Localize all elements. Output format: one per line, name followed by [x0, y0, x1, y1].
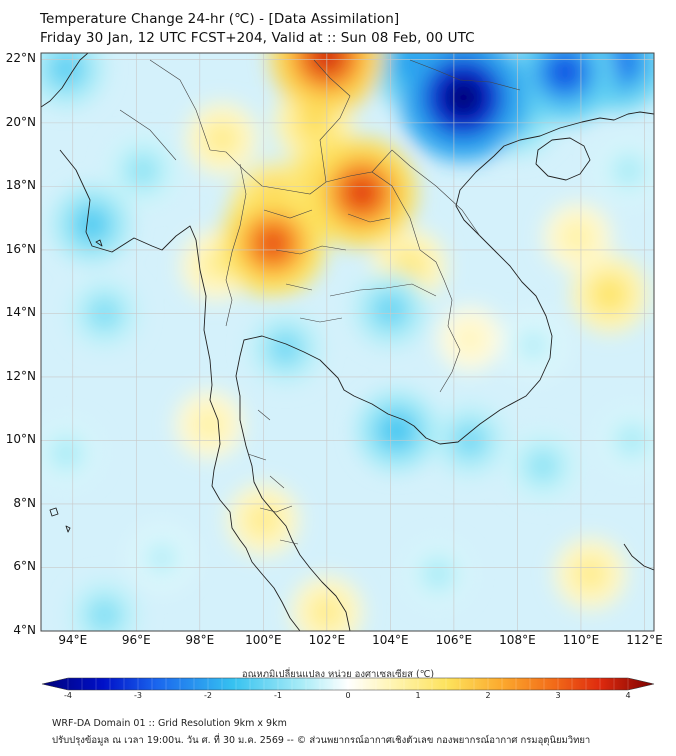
lon-tick-label: 96°E: [121, 633, 151, 647]
coast-islands: [49, 239, 103, 533]
lon-tick-label: 108°E: [499, 633, 536, 647]
colorbar-tick-label: 1: [415, 691, 421, 700]
anomaly-blob: [522, 334, 544, 356]
colorbar: [41, 677, 655, 691]
anomaly-blob: [53, 56, 79, 82]
anomaly-blob: [427, 563, 449, 585]
border-laos-north: [313, 59, 351, 183]
anomaly-blob: [578, 562, 603, 586]
border-thailand-malaysia: [259, 505, 293, 513]
border-thailand-laos-cambodia: [209, 149, 461, 393]
footer-credit: ปรับปรุงข้อมูล ณ เวลา 19:00น. วัน ศ. ที่…: [52, 735, 591, 746]
anomaly-blob: [566, 226, 589, 249]
anomaly-blob: [79, 211, 105, 238]
lat-tick-label: 14°N: [5, 305, 36, 320]
lon-tick-label: 100°E: [245, 633, 282, 647]
anomaly-blob: [531, 454, 555, 478]
anomaly-blob: [273, 336, 298, 361]
lat-tick-label: 20°N: [5, 114, 36, 129]
colorbar-label: อุณหภูมิเปลี่ยนแปลง หน่วย องศาเซลเซียส (…: [241, 669, 435, 680]
anomaly-blob: [397, 253, 422, 278]
lon-tick-label: 112°E: [626, 633, 663, 647]
border-provinces: [247, 209, 391, 545]
gridlines: [41, 53, 654, 631]
colorbar-tick-marks: [67, 678, 629, 690]
coast-hainan: [535, 137, 591, 181]
border-china-vietnam: [409, 59, 521, 91]
anomaly-blob: [204, 254, 227, 278]
colorbar-tick-label: 2: [485, 691, 491, 700]
lon-tick-label: 104°E: [372, 633, 409, 647]
anomaly-blob: [131, 159, 154, 182]
lon-tick-label: 106°E: [435, 633, 473, 647]
map-subtitle: Friday 30 Jan, 12 UTC FCST+204, Valid at…: [40, 30, 475, 46]
anomaly-blob: [442, 76, 484, 118]
lon-tick-label: 102°E: [308, 633, 346, 647]
map-frame: [40, 52, 655, 632]
anomaly-field: [41, 53, 654, 631]
lon-tick-label: 110°E: [562, 633, 600, 647]
anomaly-blob: [548, 55, 582, 89]
coast-bangladesh: [41, 53, 89, 108]
lon-tick-label: 98°E: [185, 633, 215, 647]
admin-borders: [119, 59, 521, 545]
coast-borneo: [623, 543, 654, 571]
colorbar-tick-label: -4: [64, 691, 72, 700]
coast-myanmar-west-malaya: [59, 149, 301, 631]
colorbar-tick-label: -1: [274, 691, 282, 700]
lat-tick-label: 6°N: [13, 559, 36, 574]
anomaly-blob: [210, 127, 234, 151]
colorbar-tick-label: 4: [625, 691, 631, 700]
colorbar-bar: [41, 677, 655, 691]
temperature-change-map: [40, 52, 655, 632]
lat-tick-label: 4°N: [13, 623, 36, 637]
anomaly-blob: [459, 328, 481, 350]
colorbar-tick-label: 3: [555, 691, 561, 700]
anomaly-blob: [151, 547, 173, 569]
anomaly-blob: [198, 413, 221, 436]
border-myanmar-thailand: [225, 163, 247, 327]
lat-tick-label: 10°N: [5, 432, 36, 447]
lat-tick-label: 22°N: [5, 51, 36, 66]
anomaly-blob: [255, 226, 290, 261]
anomaly-blob: [55, 442, 78, 464]
footer-model-info: WRF-DA Domain 01 :: Grid Resolution 9km …: [52, 718, 287, 729]
coastlines: [41, 53, 654, 631]
map-title: Temperature Change 24-hr (℃) - [Data Ass…: [40, 11, 400, 27]
lon-tick-label: 94°E: [58, 633, 88, 647]
coast-gulf-thailand-vietnam-china: [235, 111, 654, 631]
anomaly-blob: [92, 603, 117, 627]
border-thailand-cambodia: [329, 283, 437, 297]
colorbar-tick-label: -3: [134, 691, 142, 700]
anomaly-blob: [617, 159, 640, 182]
colorbar-tick-label: 0: [345, 691, 351, 700]
anomaly-blob: [383, 417, 410, 444]
map-plot-area: [41, 53, 654, 631]
colorbar-tick-label: -2: [204, 691, 212, 700]
lat-tick-label: 12°N: [5, 368, 36, 383]
anomaly-blob: [597, 281, 622, 307]
anomaly-blob: [344, 175, 380, 211]
lat-tick-label: 18°N: [5, 178, 36, 193]
border-myanmar-states: [119, 59, 211, 161]
lat-tick-label: 8°N: [13, 495, 36, 510]
border-laos-vietnam: [371, 149, 481, 237]
lat-tick-label: 16°N: [5, 241, 36, 256]
